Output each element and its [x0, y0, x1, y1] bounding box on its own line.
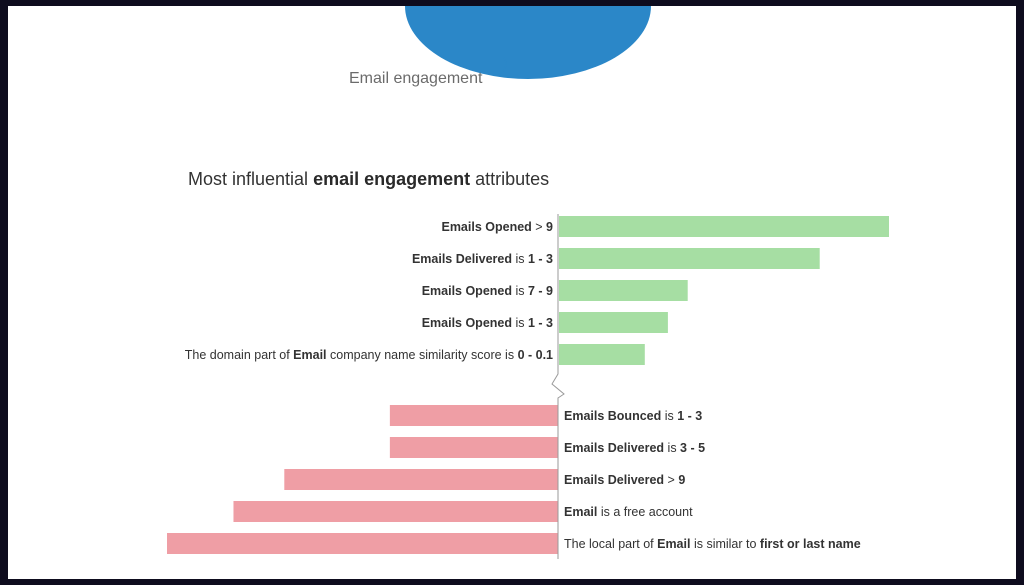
chart-frame: Email engagement Most influential email … — [8, 6, 1016, 579]
donut-leader-line — [497, 57, 507, 77]
positive-bar — [559, 280, 688, 301]
positive-bar — [559, 216, 889, 237]
negative-bar-label: Email is a free account — [564, 505, 693, 519]
positive-bar-label: Emails Opened is 1 - 3 — [421, 316, 553, 330]
chart-title-part: email engagement — [313, 169, 471, 189]
negative-bar — [167, 533, 558, 554]
negative-bar — [389, 437, 558, 458]
donut-segment — [405, 6, 651, 79]
zero-axis-line — [551, 214, 565, 559]
engagement-donut — [405, 6, 651, 79]
negative-bar-label: Emails Bounced is 1 - 3 — [564, 409, 703, 423]
positive-bar-label: Emails Delivered is 1 - 3 — [411, 252, 553, 266]
chart-title: Most influential email engagement attrib… — [188, 169, 549, 190]
negative-bar — [389, 405, 558, 426]
positive-bar — [559, 312, 668, 333]
negative-bar — [233, 501, 558, 522]
positive-bar-label: Emails Opened > 9 — [441, 220, 553, 234]
chart-title-part: Most influential — [188, 169, 314, 189]
positive-bar-label: Emails Opened is 7 - 9 — [421, 284, 553, 298]
negative-bar-label: Emails Delivered is 3 - 5 — [564, 441, 706, 455]
bar-chart — [167, 214, 889, 559]
negative-bar-label: The local part of Email is similar to fi… — [564, 537, 861, 551]
positive-bar — [559, 248, 820, 269]
donut-label: Email engagement — [349, 70, 483, 87]
positive-bar — [559, 344, 645, 365]
positive-bar-label: The domain part of Email company name si… — [184, 348, 553, 362]
negative-bar — [284, 469, 558, 490]
chart-title-part: attributes — [470, 169, 550, 189]
negative-bar-label: Emails Delivered > 9 — [564, 473, 686, 487]
